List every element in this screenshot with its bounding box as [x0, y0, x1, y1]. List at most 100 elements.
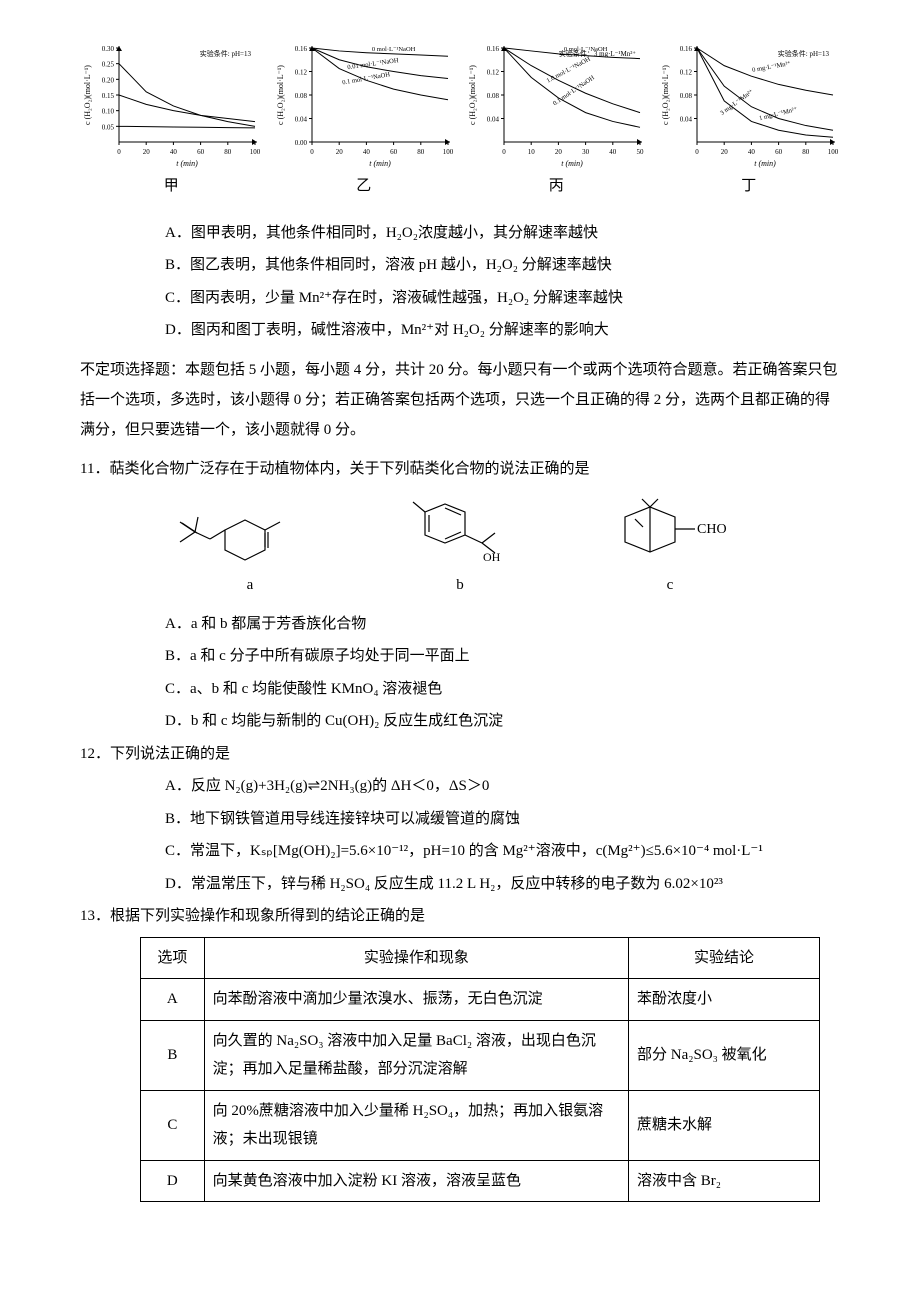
struct-c: CHO c	[595, 497, 745, 600]
table-cell: C	[141, 1090, 205, 1160]
svg-text:80: 80	[802, 148, 810, 156]
svg-text:0.00: 0.00	[295, 139, 308, 147]
struct-a-label: a	[247, 571, 254, 600]
svg-text:0.12: 0.12	[487, 69, 500, 77]
q13-th-0: 选项	[141, 937, 205, 979]
table-cell: D	[141, 1160, 205, 1202]
svg-text:t (min): t (min)	[369, 159, 391, 168]
q12-opt-d: D．常温常压下，锌与稀 H₂SO₄ 反应生成 11.2 L H₂，反应中转移的电…	[165, 870, 840, 899]
svg-text:20: 20	[720, 148, 728, 156]
svg-text:c (H₂O₂)(mol·L⁻¹): c (H₂O₂)(mol·L⁻¹)	[276, 65, 285, 125]
struct-a: a	[175, 507, 325, 600]
chart-ding-caption: 丁	[741, 172, 756, 201]
section-note: 不定项选择题：本题包括 5 小题，每小题 4 分，共计 20 分。每小题只有一个…	[80, 355, 840, 445]
q13-table: 选项 实验操作和现象 实验结论 A向苯酚溶液中滴加少量浓溴水、振荡，无白色沉淀苯…	[140, 937, 820, 1203]
q11-structures: a OH b	[80, 497, 840, 600]
q10-opt-b: B．图乙表明，其他条件相同时，溶液 pH 越小，H₂O₂ 分解速率越快	[165, 251, 840, 280]
svg-text:OH: OH	[483, 550, 501, 564]
chart-yi-caption: 乙	[356, 172, 371, 201]
svg-text:0.12: 0.12	[295, 69, 308, 77]
table-cell: B	[141, 1020, 205, 1090]
svg-text:0 mol·L⁻¹NaOH: 0 mol·L⁻¹NaOH	[564, 46, 608, 53]
svg-text:0: 0	[695, 148, 699, 156]
svg-text:实验条件: pH=13: 实验条件: pH=13	[778, 49, 830, 58]
q13-stem: 13．根据下列实验操作和现象所得到的结论正确的是	[80, 902, 840, 931]
svg-text:0.04: 0.04	[680, 116, 693, 124]
svg-text:0.08: 0.08	[487, 92, 500, 100]
svg-text:0: 0	[503, 148, 507, 156]
svg-text:c (H₂O₂)(mol·L⁻¹): c (H₂O₂)(mol·L⁻¹)	[468, 65, 477, 125]
chart-ding: 0204060801000.040.080.120.16t (min)c (H₂…	[658, 40, 841, 201]
table-cell: 溶液中含 Br₂	[629, 1160, 820, 1202]
svg-text:40: 40	[363, 148, 371, 156]
struct-b-label: b	[456, 571, 464, 600]
table-row: B向久置的 Na₂SO₃ 溶液中加入足量 BaCl₂ 溶液，出现白色沉淀；再加入…	[141, 1020, 820, 1090]
q13-th-1: 实验操作和现象	[204, 937, 628, 979]
svg-text:0.16: 0.16	[295, 45, 308, 53]
table-row: A向苯酚溶液中滴加少量浓溴水、振荡，无白色沉淀苯酚浓度小	[141, 979, 820, 1021]
svg-text:3 mg·L⁻¹Mn²⁺: 3 mg·L⁻¹Mn²⁺	[719, 88, 755, 117]
svg-text:20: 20	[335, 148, 343, 156]
svg-text:0.01 mol·L⁻¹NaOH: 0.01 mol·L⁻¹NaOH	[347, 57, 399, 71]
q11-opt-b: B．a 和 c 分子中所有碳原子均处于同一平面上	[165, 642, 840, 671]
struct-c-cho: CHO	[697, 522, 727, 537]
svg-text:100: 100	[250, 148, 261, 156]
svg-text:t (min): t (min)	[176, 159, 198, 168]
chart-jia-caption: 甲	[164, 172, 179, 201]
q12-opt-b: B．地下钢铁管道用导线连接锌块可以减缓管道的腐蚀	[165, 805, 840, 834]
chart-bing: 010203040500.040.080.120.16t (min)c (H₂O…	[465, 40, 648, 201]
table-cell: 部分 Na₂SO₃ 被氧化	[629, 1020, 820, 1090]
svg-text:0.10: 0.10	[102, 108, 115, 116]
svg-text:10: 10	[528, 148, 536, 156]
svg-text:0.1 mol·L⁻¹NaOH: 0.1 mol·L⁻¹NaOH	[341, 71, 390, 86]
q12-opt-c: C．常温下，Kₛₚ[Mg(OH)₂]=5.6×10⁻¹²，pH=10 的含 Mg…	[165, 837, 840, 866]
q10-options: A．图甲表明，其他条件相同时，H₂O₂浓度越小，其分解速率越快 B．图乙表明，其…	[80, 219, 840, 345]
svg-text:实验条件: pH=13: 实验条件: pH=13	[200, 49, 252, 58]
svg-text:0.05: 0.05	[102, 123, 115, 131]
q11-opt-d: D．b 和 c 均能与新制的 Cu(OH)₂ 反应生成红色沉淀	[165, 707, 840, 736]
q12-options: A．反应 N₂(g)+3H₂(g)⇌2NH₃(g)的 ΔH＜0，ΔS＞0 B．地…	[80, 772, 840, 898]
svg-text:0.04: 0.04	[487, 116, 500, 124]
q12-stem: 12．下列说法正确的是	[80, 740, 840, 769]
svg-text:0 mg·L⁻¹Mn²⁺: 0 mg·L⁻¹Mn²⁺	[751, 60, 791, 74]
svg-text:40: 40	[170, 148, 178, 156]
struct-b: OH b	[385, 497, 535, 600]
chart-jia: 0204060801000.050.100.150.200.250.30t (m…	[80, 40, 263, 201]
svg-text:60: 60	[197, 148, 205, 156]
svg-text:20: 20	[555, 148, 563, 156]
struct-c-label: c	[667, 571, 674, 600]
svg-text:t (min): t (min)	[561, 159, 583, 168]
svg-text:0.30: 0.30	[102, 45, 115, 53]
svg-text:0.16: 0.16	[680, 45, 693, 53]
svg-text:0.16: 0.16	[487, 45, 500, 53]
svg-text:40: 40	[610, 148, 618, 156]
svg-text:0.20: 0.20	[102, 76, 115, 84]
table-cell: 向 20%蔗糖溶液中加入少量稀 H₂SO₄，加热；再加入银氨溶液；未出现银镜	[204, 1090, 628, 1160]
svg-text:100: 100	[443, 148, 454, 156]
table-row: C向 20%蔗糖溶液中加入少量稀 H₂SO₄，加热；再加入银氨溶液；未出现银镜蔗…	[141, 1090, 820, 1160]
q13-th-2: 实验结论	[629, 937, 820, 979]
chart-bing-caption: 丙	[549, 172, 564, 201]
svg-text:60: 60	[390, 148, 398, 156]
q10-opt-a: A．图甲表明，其他条件相同时，H₂O₂浓度越小，其分解速率越快	[165, 219, 840, 248]
svg-text:100: 100	[828, 148, 839, 156]
table-cell: 苯酚浓度小	[629, 979, 820, 1021]
svg-text:50: 50	[637, 148, 645, 156]
q10-opt-d: D．图丙和图丁表明，碱性溶液中，Mn²⁺对 H₂O₂ 分解速率的影响大	[165, 316, 840, 345]
svg-text:0.15: 0.15	[102, 92, 115, 100]
svg-text:80: 80	[417, 148, 425, 156]
svg-text:20: 20	[143, 148, 151, 156]
svg-text:0.25: 0.25	[102, 61, 115, 69]
svg-text:0 mol·L⁻¹NaOH: 0 mol·L⁻¹NaOH	[372, 46, 416, 53]
svg-text:60: 60	[775, 148, 783, 156]
q11-opt-a: A．a 和 b 都属于芳香族化合物	[165, 610, 840, 639]
svg-text:0.04: 0.04	[295, 116, 308, 124]
q11-options: A．a 和 b 都属于芳香族化合物 B．a 和 c 分子中所有碳原子均处于同一平…	[80, 610, 840, 736]
svg-text:1 mg·L⁻¹Mn²⁺: 1 mg·L⁻¹Mn²⁺	[758, 106, 798, 122]
svg-text:0: 0	[310, 148, 314, 156]
table-row: D向某黄色溶液中加入淀粉 KI 溶液，溶液呈蓝色溶液中含 Br₂	[141, 1160, 820, 1202]
q12-opt-a: A．反应 N₂(g)+3H₂(g)⇌2NH₃(g)的 ΔH＜0，ΔS＞0	[165, 772, 840, 801]
svg-text:0.08: 0.08	[295, 92, 308, 100]
svg-text:t (min): t (min)	[754, 159, 776, 168]
table-cell: 向久置的 Na₂SO₃ 溶液中加入足量 BaCl₂ 溶液，出现白色沉淀；再加入足…	[204, 1020, 628, 1090]
